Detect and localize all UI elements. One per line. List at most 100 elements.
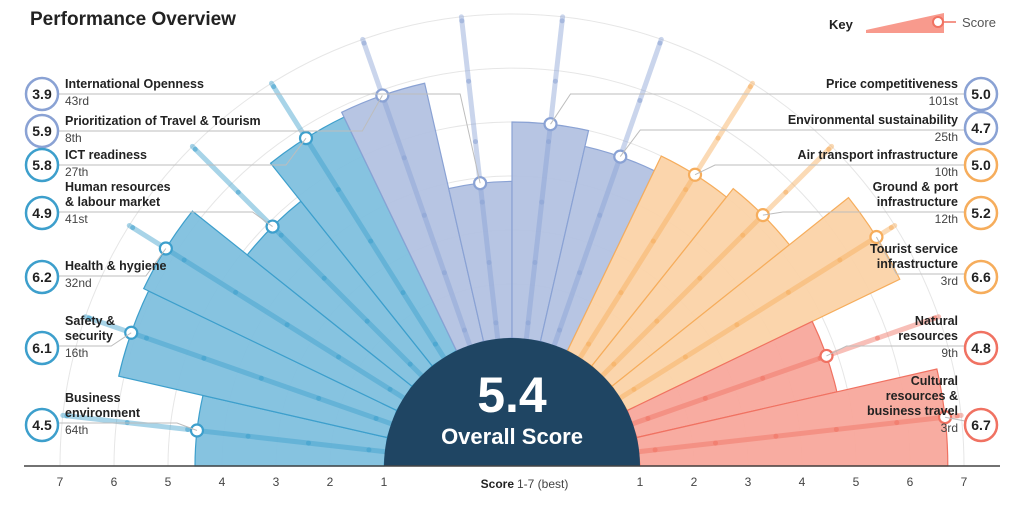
distribution-dot (407, 361, 413, 367)
distribution-dot (235, 189, 241, 195)
axis-tick-label: 5 (165, 475, 172, 489)
distribution-dot (459, 18, 465, 24)
pillar-name: Safety & (65, 314, 115, 328)
svg-text:Score: Score (481, 477, 515, 491)
distribution-dot (783, 189, 789, 195)
axis-range-note: 1-7 (best) (517, 477, 568, 491)
distribution-dot (245, 433, 251, 439)
pillar-score-badge (963, 407, 999, 443)
leader-line (58, 95, 383, 132)
distribution-dot (192, 146, 198, 152)
distribution-dot (401, 155, 407, 161)
axis-tick-label: 4 (799, 475, 806, 489)
pillar-score-value: 4.5 (32, 417, 52, 433)
page-title: Performance Overview (30, 9, 236, 30)
pillar-score-value: 4.7 (971, 120, 991, 136)
distribution-dot (421, 212, 427, 218)
distribution-dot (637, 98, 643, 104)
pillar-rank: 12th (935, 212, 958, 226)
distribution-dot (586, 341, 592, 347)
pillar-score-value: 4.9 (32, 205, 52, 221)
distribution-dot (144, 335, 150, 341)
distribution-dot (740, 232, 746, 238)
distribution-dot (539, 199, 545, 205)
distribution-dot (577, 270, 583, 276)
legend-wedge (866, 13, 944, 33)
distribution-dot (432, 341, 438, 347)
pillar-name: Environmental sustainability (788, 113, 958, 127)
distribution-dot (466, 78, 472, 84)
distribution-dot (826, 146, 832, 152)
distribution-dot (305, 440, 311, 446)
pillar-score-badge (24, 407, 60, 443)
pillar-score-value: 6.7 (971, 417, 991, 433)
axis-tick-label: 3 (745, 475, 752, 489)
pillar-score-badge (963, 76, 999, 112)
pillar-name: infrastructure (877, 257, 958, 271)
distribution-dot (441, 270, 447, 276)
distribution-dot (760, 375, 766, 381)
pillar-rank: 41st (65, 212, 88, 226)
distribution-dot (611, 361, 617, 367)
axis-tick-label: 2 (691, 475, 698, 489)
pillar-score-badge (24, 113, 60, 149)
pillar-score-badge (24, 259, 60, 295)
distribution-dot (597, 212, 603, 218)
leader-line (826, 345, 965, 357)
distribution-band (551, 36, 664, 348)
distribution-dot (645, 415, 651, 421)
pillar-name: Human resources (65, 180, 171, 194)
distribution-dot (486, 259, 492, 265)
pillar-score-badge (24, 195, 60, 231)
pillar-name: Cultural (911, 374, 958, 388)
pillar-name: resources (898, 329, 958, 343)
pillar-name: environment (65, 406, 141, 420)
distribution-dot (181, 257, 187, 263)
distribution-dot (461, 327, 467, 333)
leader-line (875, 236, 965, 275)
pillar-score-value: 3.9 (32, 86, 52, 102)
distribution-dot (894, 420, 900, 426)
leader-line (58, 332, 132, 347)
pillar-name: infrastructure (877, 195, 958, 209)
distribution-dot (284, 322, 290, 328)
pillar-rank: 32nd (65, 276, 92, 290)
distribution-dot (932, 315, 938, 321)
pillar-score-value: 5.2 (971, 205, 991, 221)
distribution-dot (631, 386, 637, 392)
axis-tick-label: 5 (853, 475, 860, 489)
leader-line (58, 137, 307, 166)
leader-line (58, 93, 481, 184)
distribution-dot (316, 395, 322, 401)
pillar-rank: 3rd (941, 274, 958, 288)
leader-line (762, 211, 965, 216)
leader-line (58, 248, 167, 277)
distribution-dot (278, 232, 284, 238)
distribution-dot (546, 139, 552, 145)
leader-line (619, 129, 965, 157)
distribution-dot (702, 395, 708, 401)
legend-score-label: Score (962, 15, 996, 30)
distribution-dot (336, 354, 342, 360)
axis-title: Score 1-7 (best) (481, 477, 569, 491)
distribution-dot (888, 225, 894, 231)
legend-score-marker (932, 16, 944, 28)
pillar-name: & labour market (65, 195, 161, 209)
pillar-name: Natural (915, 314, 958, 328)
pillar-rank: 8th (65, 131, 82, 145)
distribution-dot (233, 289, 239, 295)
axis-tick-label: 4 (219, 475, 226, 489)
distribution-band (523, 14, 566, 342)
distribution-dot (652, 447, 658, 453)
pillar-score-value: 5.0 (971, 157, 991, 173)
pillar-label: 5.0 Air transport infrastructure 10th (798, 147, 999, 183)
pillar-score-badge (963, 330, 999, 366)
distribution-dot (682, 354, 688, 360)
pillar-rank: 16th (65, 346, 88, 360)
distribution-band (269, 80, 447, 361)
distribution-dot (364, 318, 370, 324)
pillar-rank: 43rd (65, 94, 89, 108)
